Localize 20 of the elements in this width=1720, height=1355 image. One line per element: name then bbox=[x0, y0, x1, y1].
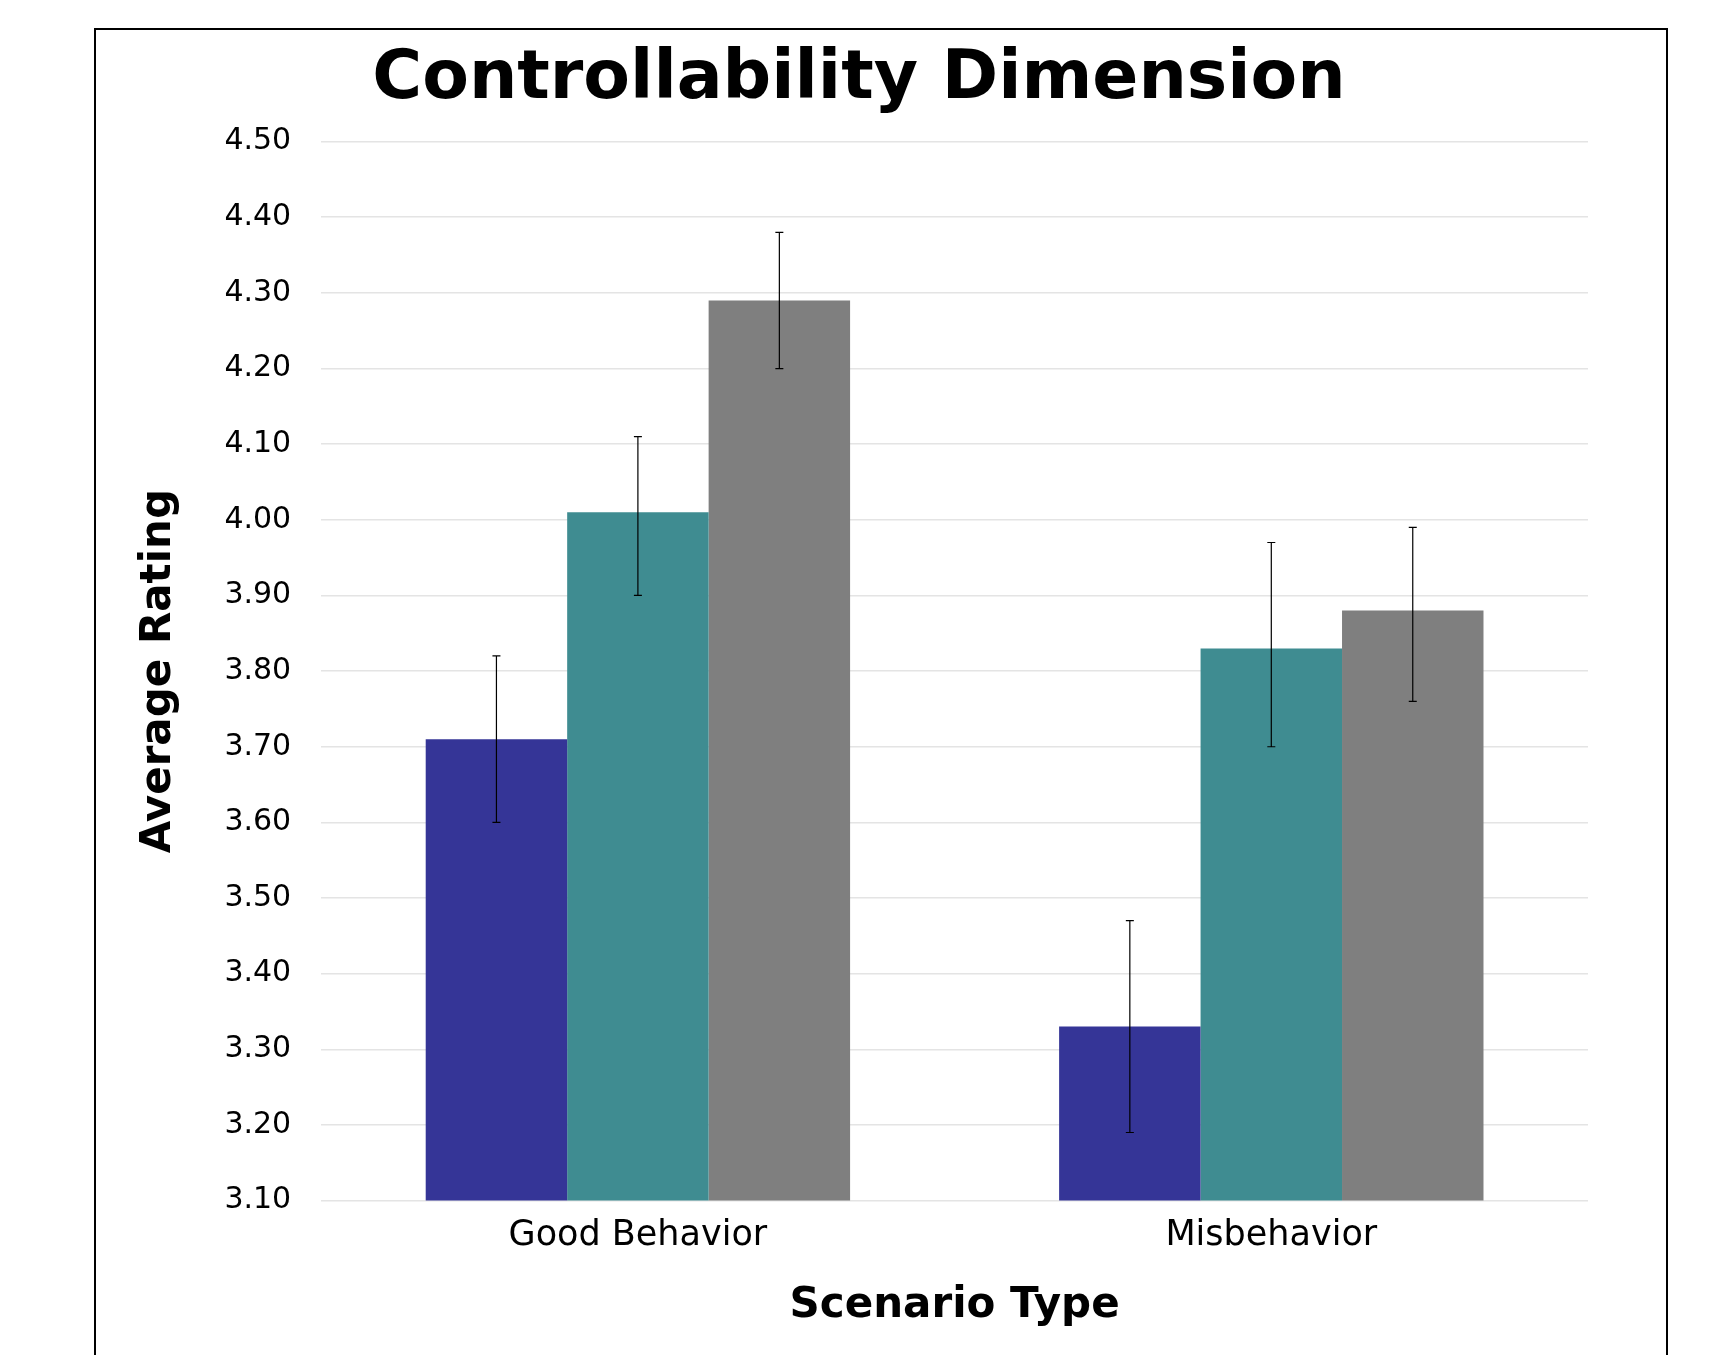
y-tick-label: 3.90 bbox=[224, 575, 292, 611]
x-tick-label: Misbehavior bbox=[1165, 1212, 1378, 1253]
y-tick-label: 4.20 bbox=[224, 348, 292, 384]
y-tick-label: 3.60 bbox=[224, 802, 292, 838]
y-tick-label: 3.30 bbox=[224, 1029, 292, 1065]
y-tick-label: 3.50 bbox=[224, 877, 292, 913]
y-tick-label: 4.40 bbox=[224, 197, 292, 233]
y-tick-label: 3.70 bbox=[224, 726, 292, 762]
y-tick-label: 4.10 bbox=[224, 423, 292, 459]
x-tick-label: Good Behavior bbox=[508, 1212, 768, 1253]
y-tick-label: 3.10 bbox=[224, 1180, 292, 1216]
y-tick-label: 4.30 bbox=[224, 272, 292, 308]
y-tick-label: 3.80 bbox=[224, 650, 292, 686]
y-tick-label: 4.50 bbox=[224, 121, 292, 157]
y-tick-label: 3.40 bbox=[224, 953, 292, 989]
x-axis-title: Scenario Type bbox=[789, 1277, 1120, 1327]
y-tick-label: 4.00 bbox=[224, 499, 292, 535]
y-tick-label: 3.20 bbox=[224, 1104, 292, 1140]
chart-title: Controllability Dimension bbox=[372, 35, 1346, 115]
y-axis-title: Average Rating bbox=[131, 488, 181, 854]
